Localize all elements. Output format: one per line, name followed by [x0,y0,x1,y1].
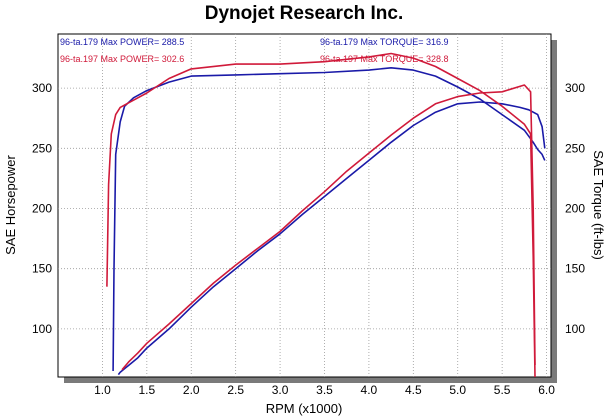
x-tick-label: 6.0 [538,383,555,397]
curves [106,52,546,378]
x-tick-label: 1.0 [94,383,111,397]
annotation-value: Max TORQUE= 328.8 [361,54,449,64]
annotation-run: 96-ta.179 [60,37,101,47]
annotation-value: Max POWER= 302.6 [101,54,185,64]
x-tick-label: 5.5 [494,383,511,397]
annotation-run: 96-ta.197 [320,54,361,64]
y-right-tick-label: 200 [565,202,585,216]
annotation-value: Max TORQUE= 316.9 [361,37,449,47]
y-left-tick-label: 250 [32,141,52,155]
annotations: 96-ta.179 Max POWER= 288.596-ta.197 Max … [60,37,449,64]
annotation-1: 96-ta.179 Max POWER= 288.5 [60,37,184,47]
x-tick-label: 5.0 [449,383,466,397]
x-tick-label: 2.5 [227,383,244,397]
y-right-tick-label: 100 [565,322,585,336]
y-right-tick-label: 250 [565,141,585,155]
x-tick-label: 3.0 [272,383,289,397]
chart-title: Dynojet Research Inc. [205,3,404,24]
y-axis-left-label: SAE Horsepower [3,154,18,254]
annotation-run: 96-ta.197 [60,54,101,64]
y-right-tick-labels: 100 150 200 250 300 [565,81,585,336]
annotation-2: 96-ta.197 Max POWER= 302.6 [60,54,184,64]
x-tick-label: 3.5 [316,383,333,397]
y-right-tick-label: 300 [565,81,585,95]
y-right-tick-label: 150 [565,262,585,276]
annotation-4: 96-ta.197 Max TORQUE= 328.8 [320,54,449,64]
y-left-tick-labels: 100 150 200 250 300 [32,81,52,336]
y-left-tick-label: 100 [32,322,52,336]
y-left-tick-label: 300 [32,81,52,95]
plot-area [57,33,552,378]
series-line-96-ta.179-power [117,101,546,376]
annotation-value: Max POWER= 288.5 [101,37,185,47]
x-tick-labels: 1.0 1.5 2.0 2.5 3.0 3.5 4.0 4.5 5.0 5.5 6.0 [94,383,555,397]
y-left-tick-label: 150 [32,262,52,276]
series-line-96-ta.179-torque [112,67,546,372]
annotation-run: 96-ta.179 [320,37,361,47]
x-tick-label: 1.5 [138,383,155,397]
annotation-3: 96-ta.179 Max TORQUE= 316.9 [320,37,449,47]
series-line-96-ta.197-power [121,84,536,371]
x-axis-label: RPM (x1000) [266,401,343,416]
y-left-tick-label: 200 [32,202,52,216]
y-axis-right-label: SAE Torque (ft-lbs) [591,150,606,260]
series-line-96-ta.197-torque [106,52,536,378]
x-tick-label: 2.0 [183,383,200,397]
x-tick-label: 4.0 [361,383,378,397]
x-tick-label: 4.5 [405,383,422,397]
